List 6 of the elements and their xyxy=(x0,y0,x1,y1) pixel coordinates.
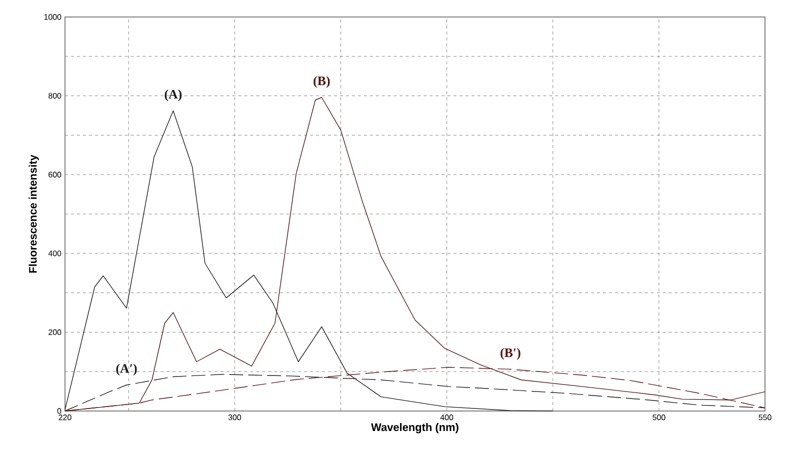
series-label: (A) xyxy=(164,90,182,102)
series-label: (B) xyxy=(314,76,330,88)
series-label: (B′) xyxy=(500,348,520,360)
series-label: (A′) xyxy=(116,364,137,376)
x-axis-title: Wavelength (nm) xyxy=(371,423,458,434)
y-axis-title: Fluorescence intensity xyxy=(28,154,39,273)
